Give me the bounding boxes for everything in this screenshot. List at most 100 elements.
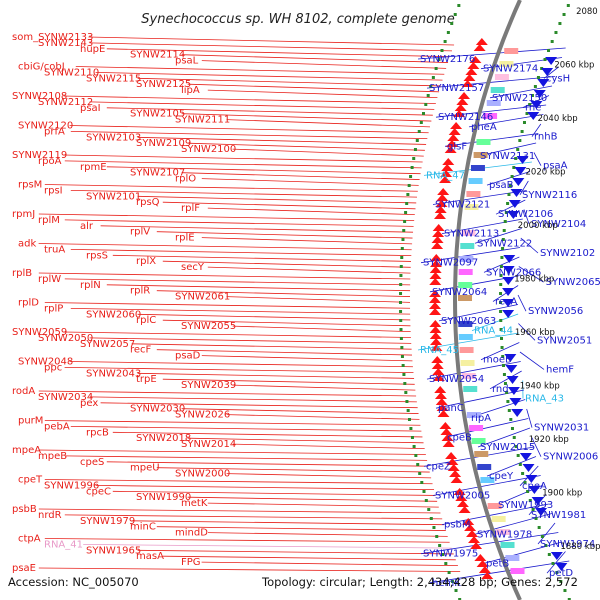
tick-dot	[516, 454, 520, 457]
feature-label-reverse: SYNW2106	[498, 209, 553, 220]
tick-dot	[414, 454, 418, 457]
forward-gene-arrow	[430, 338, 443, 345]
cog-block	[468, 178, 483, 184]
leader-line-forward	[75, 66, 445, 75]
forward-gene-arrow	[433, 212, 446, 219]
feature-label-forward: rplB	[12, 268, 32, 279]
feature-label-forward: rplX	[136, 256, 156, 267]
leader-line-forward	[64, 219, 414, 227]
tick-dot	[528, 103, 532, 106]
tick-dot	[403, 220, 407, 223]
leader-line-forward	[38, 449, 426, 455]
feature-label-forward: rpmJ	[12, 209, 35, 220]
leader-line-forward	[137, 549, 454, 555]
tick-dot	[521, 472, 525, 475]
tick-dot	[518, 463, 522, 466]
reverse-gene-arrow	[502, 299, 515, 307]
cog-block	[466, 412, 481, 418]
cog-block	[474, 451, 489, 457]
tick-dot	[406, 409, 410, 412]
feature-label-reverse: SYNW2116	[522, 190, 577, 201]
leader-line-forward	[181, 408, 419, 414]
leader-line-forward	[162, 378, 415, 385]
feature-label-forward: SYNW2107	[130, 168, 185, 179]
leader-line-reverse	[543, 66, 559, 79]
leader-line-forward	[187, 496, 438, 502]
scale-label: 2060 kbp	[554, 61, 594, 71]
tick-dot	[514, 445, 518, 448]
leader-line-forward	[137, 195, 417, 204]
leader-line-reverse	[426, 76, 556, 89]
summary-text: Topology: circular; Length: 2,434,428 bp…	[261, 575, 578, 589]
tick-dot	[550, 40, 554, 43]
feature-label-forward: SYNW2114	[130, 50, 185, 61]
leader-line-reverse	[526, 408, 533, 428]
leader-line-forward	[89, 396, 417, 403]
feature-label-reverse: SYNW2150	[492, 93, 547, 104]
leader-line-reverse	[474, 513, 552, 535]
cog-block	[469, 425, 484, 431]
leader-line-forward	[232, 325, 411, 333]
feature-label-forward: SYNW2000	[175, 469, 230, 480]
forward-gene-arrow	[469, 56, 482, 63]
tick-dot	[510, 175, 514, 178]
forward-gene-arrow	[440, 428, 453, 435]
feature-label-forward: rpsS	[86, 250, 108, 261]
leader-line-forward	[232, 443, 425, 450]
feature-label-reverse: SYNW2122	[477, 238, 532, 249]
feature-label-forward: SYNW2057	[80, 339, 135, 350]
scale-label: 2040 kbp	[538, 114, 578, 124]
feature-label-reverse: petD	[549, 568, 573, 579]
leader-line-forward	[137, 372, 415, 379]
reverse-gene-arrow	[525, 475, 538, 483]
tick-dot	[453, 13, 457, 16]
tick-dot	[566, 4, 570, 7]
cog-block	[480, 477, 495, 483]
feature-label-reverse: glsF	[447, 141, 467, 152]
tick-dot	[543, 58, 547, 61]
forward-gene-arrow	[462, 518, 475, 525]
feature-label-forward: secY	[181, 262, 205, 273]
tick-dot	[520, 130, 524, 133]
tick-dot	[402, 373, 406, 376]
tick-dot	[502, 229, 506, 232]
tick-dot	[558, 22, 562, 25]
feature-label-forward: SYNW2050	[38, 333, 93, 344]
leader-line-forward	[162, 260, 411, 268]
tick-dot	[523, 481, 527, 484]
feature-label-reverse: SYNW2131	[480, 151, 535, 162]
feature-label-forward: cpeC	[86, 486, 111, 497]
feature-label-forward: rplW	[38, 274, 61, 285]
leader-line-forward	[100, 402, 418, 409]
genome-rings	[399, 0, 571, 600]
leader-line-forward	[70, 249, 412, 256]
feature-label-reverse: cpeY	[489, 471, 514, 482]
feature-label-reverse: SYNW2064	[432, 287, 487, 298]
leader-line-forward	[156, 467, 430, 473]
tick-dot	[399, 283, 403, 286]
leader-line-forward	[232, 384, 416, 391]
tick-dot	[503, 382, 507, 385]
feature-label-reverse: psbM	[444, 520, 471, 531]
forward-gene-arrow	[429, 272, 442, 279]
forward-gene-arrow	[453, 110, 466, 117]
leader-line-forward	[201, 355, 413, 362]
scale-label: 2080 kbp	[576, 7, 600, 17]
leader-line-reverse	[477, 142, 537, 157]
leader-line-forward	[207, 207, 415, 216]
tick-dot	[429, 517, 433, 520]
forward-gene-arrow	[434, 392, 447, 399]
feature-label-forward: metK	[181, 498, 208, 509]
leader-line-forward	[162, 555, 456, 561]
leader-line-forward	[201, 237, 413, 245]
leader-line-forward	[137, 313, 411, 321]
feature-label-forward: cpeS	[80, 457, 104, 468]
leader-line-reverse	[546, 551, 566, 574]
cog-block	[459, 347, 474, 353]
feature-label-reverse: SYNW2097	[423, 258, 478, 269]
tick-dot	[454, 589, 458, 592]
leader-line-forward	[89, 337, 412, 344]
leader-line-forward	[64, 514, 443, 520]
leader-line-forward	[100, 225, 414, 233]
leader-line-reverse	[492, 285, 519, 302]
